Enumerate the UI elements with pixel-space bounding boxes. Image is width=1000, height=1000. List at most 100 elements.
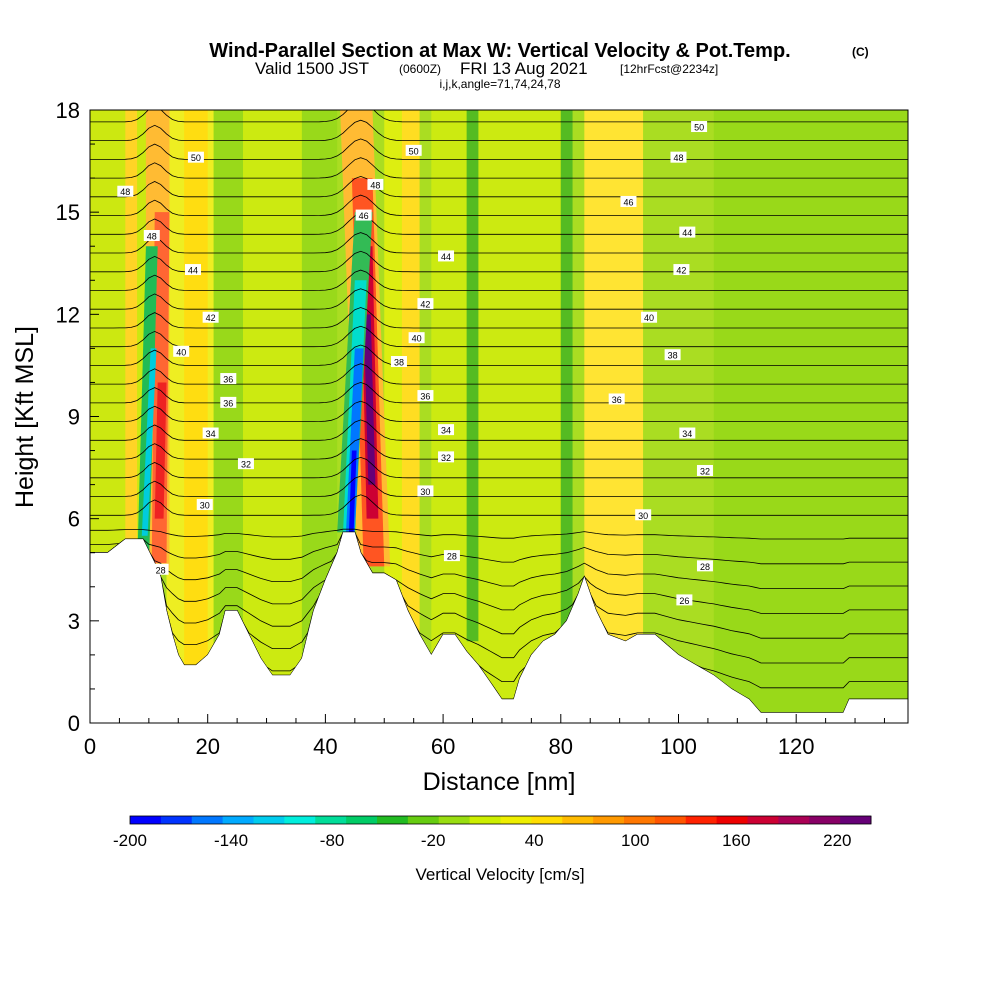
contour-label-bg xyxy=(417,485,434,497)
contour-label-bg xyxy=(676,594,693,606)
isentrope-line xyxy=(90,288,908,310)
contour-label: 34 xyxy=(441,426,451,436)
contour-label-bg xyxy=(679,226,696,238)
contour-label: 32 xyxy=(241,460,251,470)
colorbar-swatch xyxy=(284,816,316,824)
contour-label: 28 xyxy=(700,562,710,572)
contour-label: 50 xyxy=(694,123,704,133)
field-plume xyxy=(345,348,364,533)
contour-label-bg xyxy=(408,332,425,344)
isentrope-line xyxy=(90,344,908,366)
colorbar-tick-label: 100 xyxy=(621,831,649,850)
x-tick-label: 80 xyxy=(549,734,573,759)
colorbar-swatch xyxy=(531,816,563,824)
colorbar-swatch xyxy=(469,816,501,824)
x-tick-label: 0 xyxy=(84,734,96,759)
contour-label: 44 xyxy=(188,266,198,276)
contour-label: 30 xyxy=(638,511,648,521)
colorbar-swatch xyxy=(654,816,687,824)
colorbar-swatch xyxy=(809,816,841,824)
isentrope-line xyxy=(90,213,908,235)
isentrope-line xyxy=(90,175,908,198)
contour-label-bg xyxy=(664,349,681,361)
isentrope-line xyxy=(90,419,908,441)
contour-label-bg xyxy=(443,550,460,562)
isentrope-line xyxy=(90,531,908,639)
field-band xyxy=(478,110,561,723)
contour-label: 48 xyxy=(120,187,130,197)
colorbar-swatch xyxy=(593,816,625,824)
colorbar-tick-label: -200 xyxy=(113,831,147,850)
colorbar-tick-label: 220 xyxy=(823,831,851,850)
colorbar-swatch xyxy=(624,816,656,824)
isentrope-line xyxy=(90,157,908,179)
colorbar-swatch xyxy=(222,816,254,824)
field-plume xyxy=(125,110,138,553)
contour-label: 42 xyxy=(676,266,686,276)
contour-label-bg xyxy=(117,185,134,197)
isentrope-line xyxy=(90,531,908,589)
contour-label-bg xyxy=(220,396,237,408)
contour-label: 44 xyxy=(682,228,692,238)
colorbar-swatch xyxy=(685,816,718,824)
contour-label: 32 xyxy=(700,466,710,476)
terrain-mask xyxy=(90,532,908,723)
y-tick-label: 3 xyxy=(68,609,80,634)
contour-label-bg xyxy=(202,427,219,439)
contour-label-bg xyxy=(417,298,434,310)
y-tick-label: 9 xyxy=(68,405,80,430)
valid-date: FRI 13 Aug 2021 xyxy=(460,59,588,78)
isentrope-line xyxy=(90,325,908,348)
colorbar-label: Vertical Velocity [cm/s] xyxy=(415,865,584,884)
x-tick-label: 20 xyxy=(195,734,219,759)
contour-label: 40 xyxy=(176,347,186,357)
contour-label: 28 xyxy=(447,552,457,562)
colorbar-swatch xyxy=(778,816,810,824)
contour-label: 44 xyxy=(441,252,451,262)
isentrope-line xyxy=(90,438,908,460)
colorbar-tick-label: -20 xyxy=(421,831,446,850)
contour-label: 46 xyxy=(359,211,369,221)
isentrope-line xyxy=(90,494,908,516)
isentrope-line xyxy=(90,307,908,329)
colorbar-swatch xyxy=(407,816,440,824)
field-band xyxy=(243,110,308,723)
contour-label: 46 xyxy=(623,197,633,207)
colorbar: -200 -140 -80 -20 40 100 160 220 xyxy=(113,815,872,850)
contour-label-bg xyxy=(673,264,690,276)
isentrope-line xyxy=(90,194,908,216)
isentrope-line xyxy=(90,400,908,422)
colorbar-swatch xyxy=(191,816,224,824)
y-tick-label: 15 xyxy=(56,200,80,225)
contour-label: 38 xyxy=(668,351,678,361)
colorbar-swatch xyxy=(716,816,748,824)
colorbar-swatch xyxy=(840,816,872,824)
contour-label-bg xyxy=(608,393,625,405)
contour-label: 30 xyxy=(420,487,430,497)
contour-label-bg xyxy=(152,563,169,575)
colorbar-swatch xyxy=(562,816,594,824)
copyright-mark: (C) xyxy=(852,45,869,59)
contour-label: 42 xyxy=(206,313,216,323)
contour-label: 36 xyxy=(223,375,233,385)
contour-label: 42 xyxy=(420,300,430,310)
forecast-info: [12hrFcst@2234z] xyxy=(620,62,718,76)
vertical-velocity-field xyxy=(90,110,908,723)
contour-label-bg xyxy=(620,195,637,207)
isentrope-line xyxy=(90,269,908,291)
y-axis-label: Height [Kft MSL] xyxy=(11,326,39,508)
contour-label-bg xyxy=(635,509,652,521)
field-band xyxy=(713,110,908,723)
contour-label: 32 xyxy=(441,453,451,463)
contour-label: 36 xyxy=(223,398,233,408)
isentrope-line xyxy=(90,531,908,614)
colorbar-tick-label: 40 xyxy=(525,831,544,850)
isentrope-line xyxy=(90,119,908,141)
contour-label-bg xyxy=(202,311,219,323)
contour-label: 48 xyxy=(147,232,157,242)
contour-label: 50 xyxy=(191,153,201,163)
isentrope-line xyxy=(90,250,908,273)
